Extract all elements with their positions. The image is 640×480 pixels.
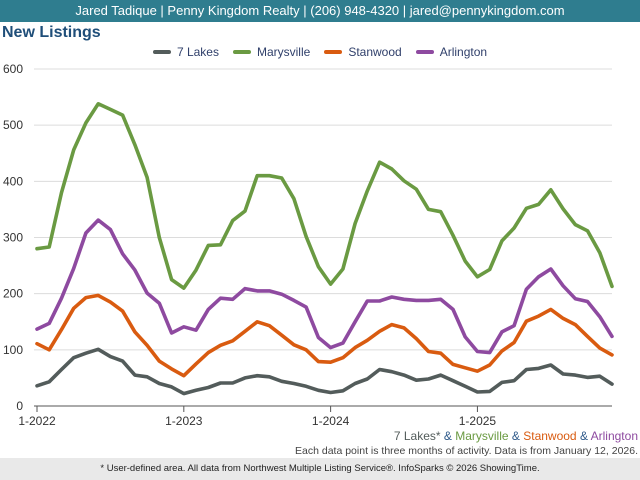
y-tick-label: 400	[3, 174, 23, 188]
data-note: Each data point is three months of activ…	[295, 445, 638, 457]
agent-header-bar: Jared Tadique | Penny Kingdom Realty | (…	[0, 0, 640, 22]
legend-swatch	[324, 49, 343, 54]
page-title: New Listings	[2, 24, 101, 41]
y-tick-label: 0	[16, 399, 23, 413]
legend-label: Marysville	[256, 45, 311, 59]
x-tick-label: 1-2024	[312, 414, 350, 428]
legend-item: Stanwood	[324, 45, 402, 59]
series-line-stanwood	[35, 293, 614, 378]
legend-label: 7 Lakes	[176, 45, 219, 59]
y-tick-label: 500	[3, 118, 23, 132]
y-tick-label: 600	[3, 62, 23, 76]
x-tick-label: 1-2025	[459, 414, 497, 428]
legend-label: Arlington	[439, 45, 488, 59]
x-tick-label: 1-2023	[165, 414, 203, 428]
caption-part: 7 Lakes*	[393, 429, 441, 443]
legend-label: Stanwood	[348, 45, 402, 59]
caption-part: &	[508, 429, 524, 443]
chart-legend: 7 Lakes Marysville Stanwood Arlington	[0, 45, 640, 61]
series-line-arlington	[35, 218, 614, 355]
legend-swatch	[152, 49, 171, 54]
series-line-marysville	[35, 101, 614, 290]
agent-contact-line: Jared Tadique | Penny Kingdom Realty | (…	[75, 3, 565, 18]
series-line-7-lakes	[35, 347, 614, 396]
line-chart: 0 100 200 300 400 500 600 1-2022 1-2023 1-2024 1-2…	[3, 62, 614, 428]
caption-part: &	[576, 429, 591, 443]
series-caption: 7 Lakes* & Marysville & Stanwood & Arlin…	[394, 429, 638, 443]
caption-part: &	[440, 429, 456, 443]
y-tick-label: 200	[3, 287, 23, 301]
legend-item: Arlington	[415, 45, 488, 59]
y-tick-label: 100	[3, 343, 23, 357]
caption-part: Stanwood	[523, 429, 577, 443]
legend-swatch	[232, 49, 251, 54]
legend-item: 7 Lakes	[152, 45, 219, 59]
footer-text: * User-defined area. All data from North…	[100, 463, 540, 474]
footer-disclaimer: * User-defined area. All data from North…	[0, 458, 640, 480]
x-tick-label: 1-2022	[18, 414, 56, 428]
legend-item: Marysville	[232, 45, 311, 59]
y-tick-label: 300	[3, 231, 23, 245]
legend-swatch	[415, 49, 434, 54]
caption-part: Marysville	[455, 429, 509, 443]
caption-part: Arlington	[590, 429, 638, 443]
